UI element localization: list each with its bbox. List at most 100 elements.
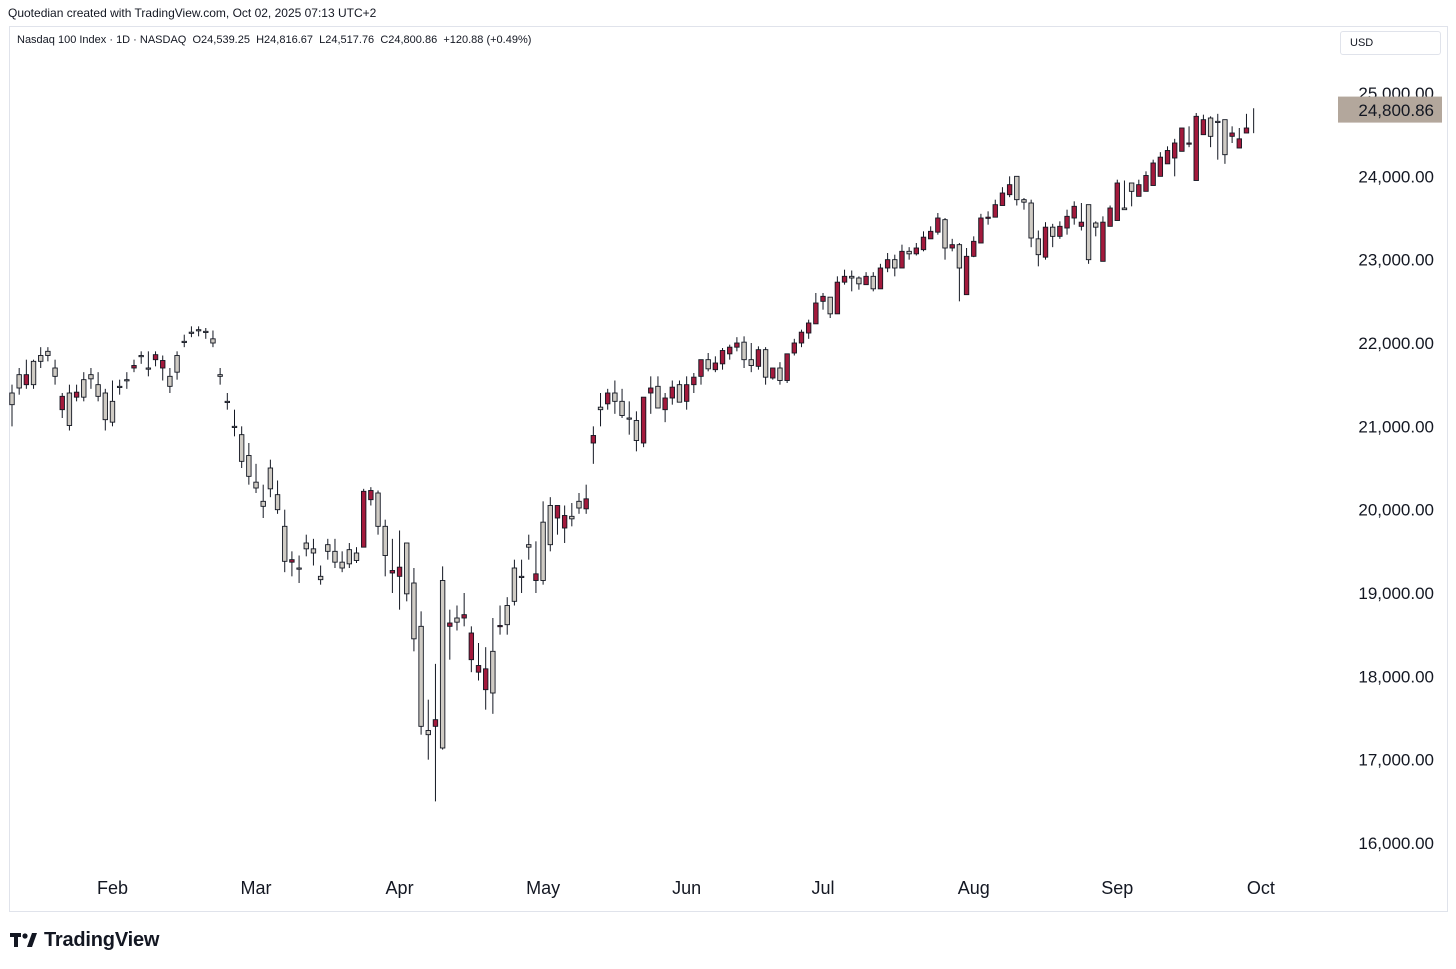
candle-body — [411, 582, 417, 640]
month-tick-label: Feb — [97, 878, 128, 898]
candle-body — [683, 384, 690, 402]
time-axis: Feb Mar Apr May Jun Jul Aug Sep Oct — [97, 878, 1275, 898]
candle-body — [210, 338, 216, 344]
candle-body — [590, 435, 597, 444]
candle-body — [475, 665, 482, 673]
candle-body — [30, 360, 37, 386]
candle-body — [490, 650, 496, 694]
legend-symbol[interactable]: Nasdaq 100 Index · 1D · NASDAQ — [17, 34, 187, 46]
candle-body — [389, 570, 396, 574]
candle-body — [841, 275, 848, 283]
candle-body — [454, 617, 460, 623]
candle-body — [404, 542, 410, 595]
candle-body — [1236, 138, 1242, 149]
logo-text: TradingView — [44, 928, 160, 951]
price-tick-label: 18,000.00 — [1358, 667, 1434, 686]
candle-body — [432, 719, 439, 727]
price-tick-label: 24,000.00 — [1358, 167, 1434, 186]
month-tick-label: Mar — [241, 878, 272, 898]
candle-body — [669, 386, 675, 399]
price-tick-label: 22,000.00 — [1358, 334, 1434, 353]
candle-body — [1042, 226, 1049, 258]
candle-body — [928, 230, 934, 240]
candle-body — [59, 395, 65, 411]
candle-body — [1193, 115, 1199, 181]
caption-text: Quotedian created with TradingView.com, … — [8, 6, 377, 20]
candle-body — [805, 322, 812, 334]
candle-body — [920, 236, 927, 251]
candle-body — [439, 580, 446, 749]
price-tick-label: 16,000.00 — [1358, 834, 1434, 853]
price-tick-label: 20,000.00 — [1358, 501, 1434, 520]
candle-body — [253, 481, 259, 489]
candle-body — [626, 417, 632, 420]
price-tick-label: 19,000.00 — [1358, 584, 1434, 603]
candle-body — [66, 392, 73, 426]
candle-body — [655, 385, 661, 409]
candle-body — [877, 267, 884, 290]
legend-change: +120.88 (+0.49%) — [443, 34, 532, 46]
legend-high: H24,816.67 — [256, 34, 313, 46]
candle-body — [633, 420, 640, 441]
candle-body — [1057, 225, 1063, 237]
candle-body — [131, 365, 137, 369]
candle-body — [942, 219, 948, 249]
candle-body — [109, 400, 116, 423]
month-tick-label: May — [526, 878, 560, 898]
candle-body — [188, 331, 195, 334]
legend-open: O24,539.25 — [192, 34, 250, 46]
candle-body — [1215, 120, 1221, 123]
candle-body — [719, 350, 726, 365]
candle-body — [1114, 182, 1120, 221]
candle-body — [167, 375, 173, 387]
candle-body — [741, 341, 747, 361]
last-price-tag: 24,800.86 — [1338, 96, 1442, 123]
candle-body — [1128, 182, 1135, 192]
candle-body — [999, 192, 1006, 206]
candle-body — [9, 392, 15, 406]
candle-body — [447, 622, 453, 627]
candle-body — [332, 550, 338, 563]
candle-body — [533, 573, 539, 581]
candle-body — [238, 434, 245, 462]
candle-body — [856, 277, 862, 285]
candle-body — [124, 379, 130, 382]
candle-body — [648, 387, 654, 394]
candle-body — [612, 392, 618, 402]
candle-body — [777, 367, 783, 381]
candle-body — [181, 340, 187, 343]
candle-body — [461, 614, 467, 619]
candle-body — [418, 625, 424, 727]
last-price-tag-box — [1338, 96, 1442, 123]
candle-body — [195, 329, 202, 332]
candle-body — [468, 632, 475, 661]
candle-body — [1035, 238, 1042, 256]
candle-body — [1207, 117, 1214, 137]
candle-body — [174, 355, 180, 373]
candle-body — [935, 217, 941, 233]
candle-body — [1179, 127, 1185, 152]
candle-body — [1107, 207, 1113, 227]
candle-body — [827, 296, 833, 315]
candle-body — [504, 605, 510, 626]
candle-body — [88, 374, 94, 380]
candle-body — [1071, 205, 1077, 219]
month-tick-label: Apr — [386, 878, 414, 898]
legend-close: C24,800.86 — [380, 34, 438, 46]
candle-body — [23, 374, 30, 386]
currency-badge[interactable]: USD — [1340, 31, 1441, 55]
candle-body — [1136, 184, 1142, 197]
candle-body — [834, 281, 841, 315]
candle-body — [956, 244, 963, 269]
candle-body — [770, 367, 776, 379]
candle-body — [260, 500, 266, 507]
candle-body — [368, 490, 374, 501]
tradingview-logo[interactable]: TradingView — [10, 928, 159, 952]
candle-body — [762, 349, 769, 378]
candle-body — [820, 295, 826, 302]
candle-body — [483, 668, 489, 691]
candle-body — [375, 492, 381, 527]
candle-body — [1229, 132, 1235, 137]
month-tick-label: Jun — [672, 878, 701, 898]
